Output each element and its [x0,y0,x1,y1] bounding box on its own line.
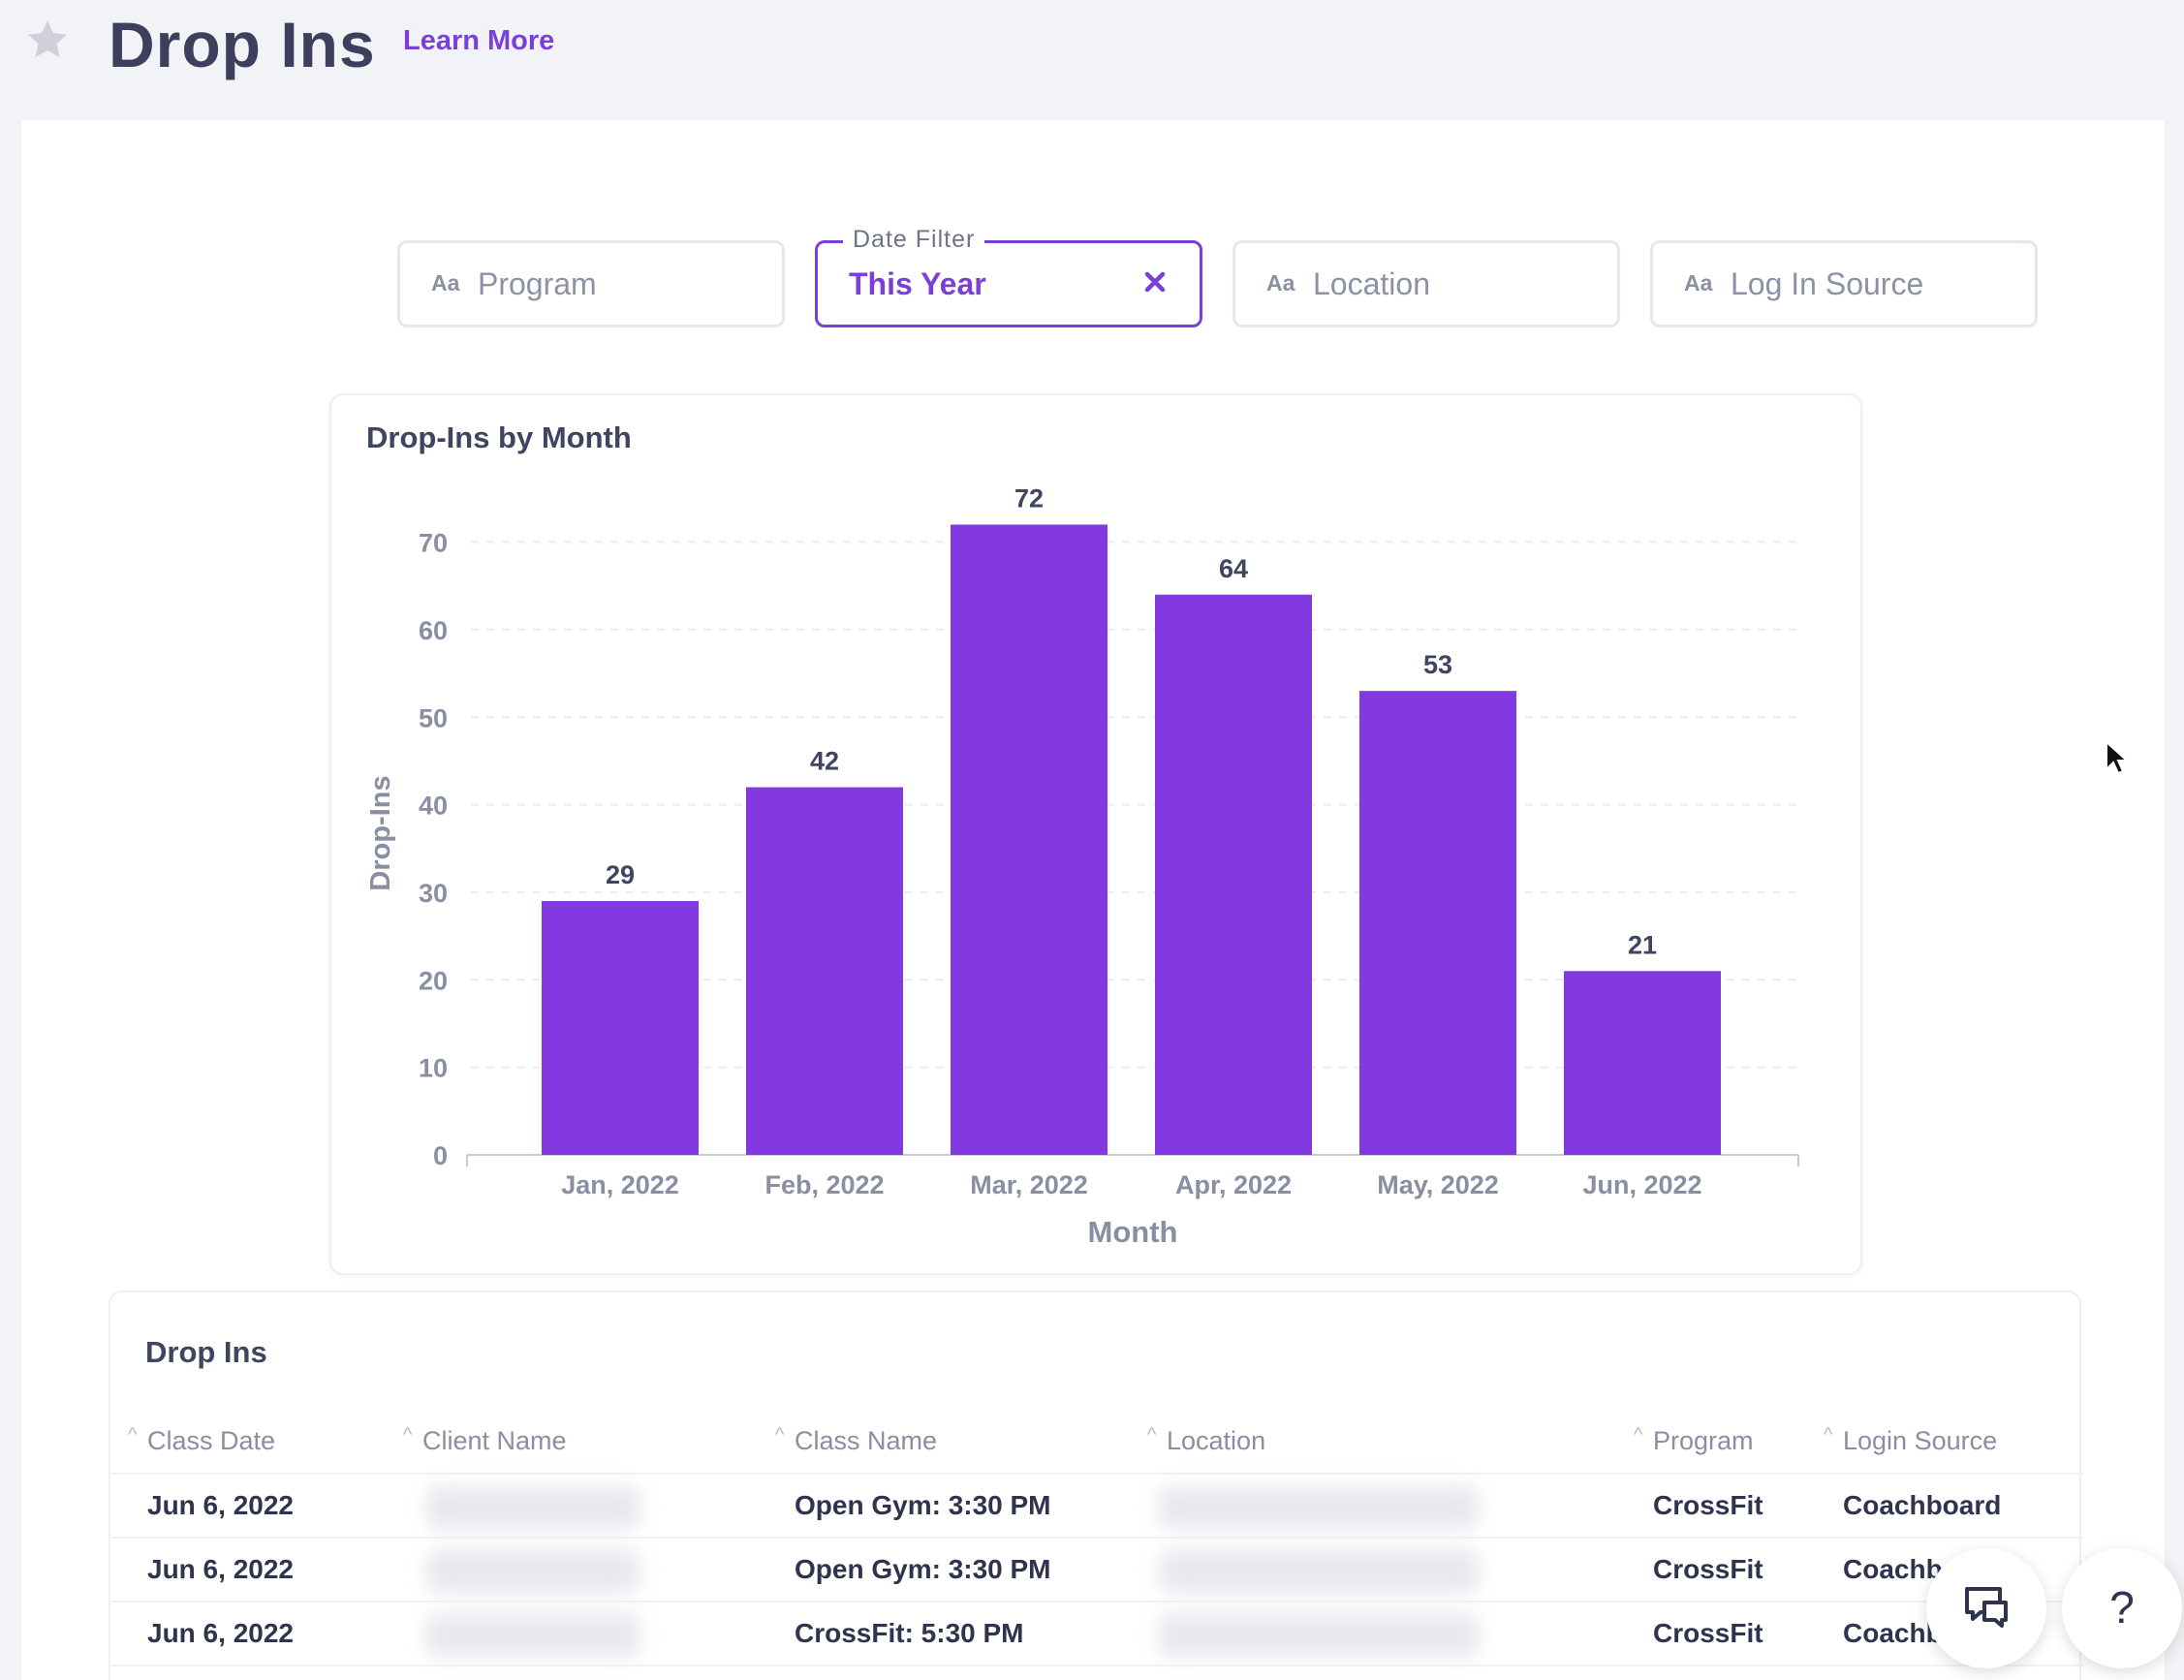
bar [951,524,1108,1155]
sort-icon: ^ [1634,1424,1643,1446]
date-filter-value: This Year [849,266,986,301]
location-redacted [1159,1550,1479,1593]
sort-icon: ^ [403,1424,413,1446]
cell-class-name: CrossFit: 5:30 PM [795,1618,1024,1648]
location-filter[interactable]: Aa Location [1232,240,1620,327]
learn-more-link[interactable]: Learn More [403,25,555,56]
y-tick-label: 50 [419,703,448,732]
sort-icon: ^ [775,1424,785,1446]
y-tick-label: 20 [419,966,448,995]
x-tick-label: Apr, 2022 [1175,1170,1292,1199]
y-tick-label: 0 [433,1141,448,1170]
sort-icon: ^ [128,1424,138,1446]
drop-ins-table: Drop Ins ^ Class Date ^ Client Name ^ Class… [109,1291,2083,1680]
drop-ins-bar-chart: 0 10 20 30 40 50 60 70 29 Jan, 2022 42 Feb, 2022 72 M… [365,483,1799,1249]
x-tick-label: Feb, 2022 [764,1170,884,1199]
client-name-redacted [426,1550,640,1593]
cell-class-date: Jun 6, 2022 [147,1490,294,1520]
location-filter-placeholder: Location [1313,266,1430,301]
cell-class-name: Open Gym: 3:30 PM [795,1490,1051,1520]
cell-program: CrossFit [1653,1554,1763,1584]
y-tick-label: 40 [419,792,448,821]
location-redacted [1159,1614,1479,1657]
cell-program: CrossFit [1653,1490,1763,1520]
login-source-filter-placeholder: Log In Source [1731,266,1924,301]
divider [110,1537,2083,1539]
data-label: 42 [810,747,839,776]
clear-filter-icon[interactable] [1139,266,1170,297]
client-name-redacted [426,1614,640,1657]
login-source-filter[interactable]: Aa Log In Source [1650,240,2038,327]
cell-login-source: Coachboard [1843,1490,2002,1520]
data-label: 53 [1423,650,1452,679]
y-tick-label: 60 [419,616,448,645]
y-axis-title: Drop-Ins [365,775,396,890]
data-label: 21 [1628,930,1657,959]
column-header-program[interactable]: ^ Program [1634,1424,1754,1455]
column-header-location[interactable]: ^ Location [1147,1424,1266,1455]
x-tick-label: Mar, 2022 [970,1170,1088,1199]
date-filter[interactable]: Date Filter This Year [815,226,1202,327]
sort-icon: ^ [1147,1424,1157,1446]
bar [1359,691,1516,1155]
drop-ins-chart-card: Drop-Ins by Month 0 10 20 30 40 50 60 70 29 Jan, … [329,393,1862,1275]
page-title: Drop Ins [109,9,376,80]
x-axis-title: Month [1088,1215,1178,1249]
favorite-star-icon[interactable] [23,16,72,64]
page-header: Drop Ins Learn More [0,0,2184,120]
mouse-cursor-icon [2106,740,2128,775]
column-header-client-name[interactable]: ^ Client Name [403,1424,567,1455]
sort-icon: ^ [1824,1424,1833,1446]
text-type-icon: Aa [431,270,460,296]
x-tick-label: Jan, 2022 [561,1170,679,1199]
y-tick-label: 30 [419,879,448,908]
column-header-login-source[interactable]: ^ Login Source [1824,1424,1998,1455]
program-filter-placeholder: Program [478,266,597,301]
y-tick-label: 70 [419,529,448,558]
data-label: 72 [1014,483,1044,513]
date-filter-label: Date Filter [843,226,985,254]
bar [1564,971,1721,1155]
program-filter[interactable]: Aa Program [397,240,785,327]
column-header-class-name[interactable]: ^ Class Name [775,1424,938,1455]
data-label: 64 [1219,554,1248,583]
x-tick-label: May, 2022 [1377,1170,1499,1199]
cell-class-date: Jun 6, 2022 [147,1618,294,1648]
help-button[interactable]: ? [2062,1548,2182,1668]
text-type-icon: Aa [1684,270,1713,296]
cell-class-date: Jun 6, 2022 [147,1554,294,1584]
bar [542,900,699,1155]
table-title: Drop Ins [145,1335,267,1369]
divider [110,1601,2083,1602]
help-icon: ? [2109,1582,2135,1633]
divider [110,1664,2083,1666]
cell-class-name: Open Gym: 3:30 PM [795,1554,1051,1584]
client-name-redacted [426,1486,640,1529]
x-tick-label: Jun, 2022 [1582,1170,1701,1199]
bar [1155,594,1312,1155]
chart-title: Drop-Ins by Month [366,420,632,454]
y-tick-label: 10 [419,1054,448,1083]
location-redacted [1159,1486,1479,1529]
chat-icon [1965,1587,2008,1628]
text-type-icon: Aa [1266,270,1295,296]
cell-program: CrossFit [1653,1618,1763,1648]
data-label: 29 [606,860,635,889]
column-header-class-date[interactable]: ^ Class Date [128,1424,276,1455]
chat-button[interactable] [1926,1548,2046,1668]
divider [110,1473,2083,1475]
bar [746,787,903,1155]
